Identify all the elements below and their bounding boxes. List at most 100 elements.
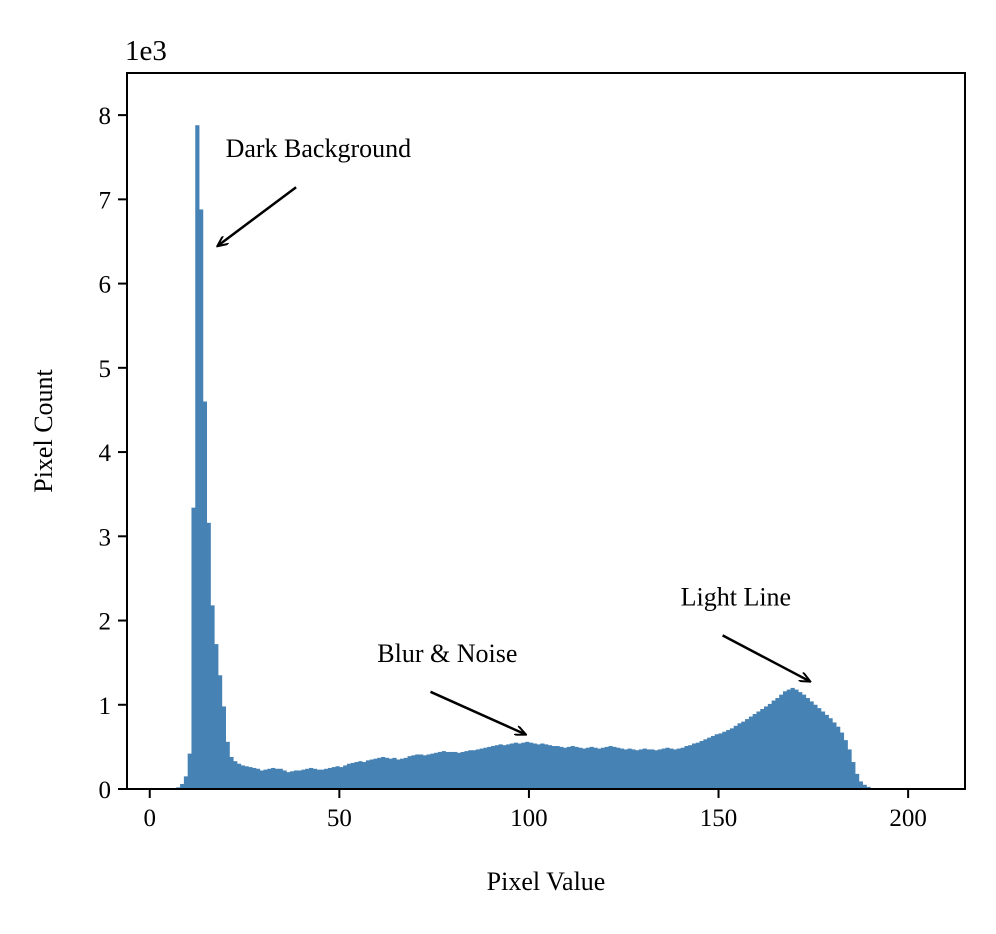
histogram-bar — [191, 508, 195, 789]
histogram-bar — [794, 690, 798, 789]
histogram-bar — [214, 644, 218, 789]
histogram-bar — [210, 605, 214, 789]
histogram-bar — [381, 757, 385, 789]
histogram-bar — [343, 765, 347, 789]
histogram-bar — [612, 747, 616, 789]
histogram-bar — [665, 748, 669, 789]
histogram-bar — [184, 776, 188, 789]
histogram-bar — [529, 743, 533, 789]
histogram-bar — [442, 751, 446, 789]
histogram-bar — [438, 752, 442, 789]
histogram-bar — [483, 748, 487, 789]
histogram-bar — [298, 770, 302, 789]
y-axis-title: Pixel Count — [29, 368, 58, 492]
bars-layer — [169, 125, 882, 789]
y-axis-scale-label: 1e3 — [125, 35, 167, 67]
histogram-bar — [294, 770, 298, 789]
histogram-bar — [628, 749, 632, 789]
histogram-bar — [783, 691, 787, 789]
histogram-bar — [684, 746, 688, 789]
histogram-bar — [582, 749, 586, 789]
y-tick-label: 8 — [99, 103, 112, 130]
histogram-bar — [313, 769, 317, 789]
histogram-bar — [332, 767, 336, 789]
histogram-bar — [817, 708, 821, 789]
histogram-bar — [339, 767, 343, 789]
histogram-bar — [677, 749, 681, 789]
y-tick-label: 0 — [99, 777, 112, 804]
histogram-bar — [377, 758, 381, 789]
x-axis-title: Pixel Value — [487, 867, 606, 896]
histogram-bar — [506, 744, 510, 789]
histogram-bar — [229, 757, 233, 789]
histogram-bar — [707, 738, 711, 789]
histogram-bar — [798, 692, 802, 789]
histogram-bar — [855, 774, 859, 789]
histogram-bar — [620, 749, 624, 789]
histogram-bar — [222, 706, 226, 789]
histogram-bar — [692, 744, 696, 789]
histogram-bar — [756, 712, 760, 790]
histogram-bar — [703, 739, 707, 789]
histogram-bar — [635, 750, 639, 789]
histogram-bar — [700, 741, 704, 789]
histogram-bar — [753, 714, 757, 789]
histogram-bar — [362, 762, 366, 789]
histogram-bar — [347, 764, 351, 789]
histogram-bar — [260, 770, 264, 789]
annotation-arrow — [431, 692, 526, 734]
histogram-bar — [552, 746, 556, 789]
histogram-bar — [567, 747, 571, 789]
histogram-bar — [241, 765, 245, 789]
histogram-bar — [286, 772, 290, 789]
histogram-bar — [373, 759, 377, 789]
y-tick-label: 5 — [99, 356, 112, 383]
histogram-bar — [836, 727, 840, 789]
histogram-bar — [324, 769, 328, 789]
histogram-bar — [427, 754, 431, 789]
histogram-bar — [734, 726, 738, 789]
histogram-bar — [510, 744, 514, 789]
histogram-bar — [825, 715, 829, 789]
histogram-bar — [673, 749, 677, 789]
histogram-bar — [518, 744, 522, 789]
histogram-bar — [711, 736, 715, 789]
histogram-bar — [188, 754, 192, 789]
histogram-bar — [502, 745, 506, 789]
histogram-bar — [396, 760, 400, 789]
histogram-bar — [715, 734, 719, 789]
histogram-bar — [847, 749, 851, 789]
histogram-bar — [267, 769, 271, 789]
histogram-bar — [264, 770, 268, 789]
histogram-bar — [408, 756, 412, 789]
histogram-bar — [806, 698, 810, 789]
histogram-bar — [662, 749, 666, 789]
histogram-bar — [355, 762, 359, 789]
histogram-bar — [559, 747, 563, 789]
histogram-bar — [320, 770, 324, 789]
histogram-bar — [237, 764, 241, 789]
histogram-bar — [726, 730, 730, 789]
histogram-bar — [609, 746, 613, 789]
histogram-bar — [658, 749, 662, 789]
histogram-bar — [605, 747, 609, 789]
histogram-bar — [389, 759, 393, 789]
histogram-bar — [453, 752, 457, 789]
histogram-bar — [271, 768, 275, 789]
histogram-bar — [593, 748, 597, 789]
histogram-bar — [256, 769, 260, 789]
histogram-bar — [563, 748, 567, 789]
histogram-bar — [548, 745, 552, 789]
annotation-label: Light Line — [681, 582, 791, 611]
x-tick-label: 50 — [327, 805, 352, 832]
histogram-bar — [317, 770, 321, 789]
histogram-bar — [696, 743, 700, 789]
histogram-bar — [487, 747, 491, 789]
annotation-arrow — [218, 187, 296, 245]
histogram-bar — [544, 744, 548, 789]
histogram-bar — [248, 767, 252, 789]
annotation-label: Blur & Noise — [377, 639, 517, 668]
